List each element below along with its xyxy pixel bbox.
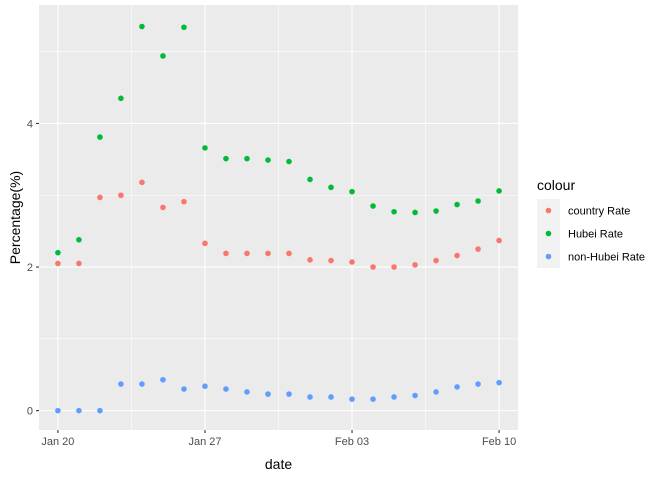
y-axis-ticks: 0 2 4 [27, 118, 39, 418]
y-axis-title: Percentage(%) [7, 171, 23, 264]
y-tick-label: 2 [27, 262, 33, 274]
data-point [265, 391, 271, 397]
data-point [76, 236, 82, 243]
data-point [454, 252, 460, 259]
legend-title: colour [537, 177, 575, 193]
data-point [160, 204, 166, 211]
legend-label: country Rate [568, 206, 630, 218]
data-point [97, 134, 103, 140]
data-point [55, 407, 61, 414]
legend-key-point [545, 207, 552, 214]
legend-key-point [545, 230, 552, 237]
x-tick-label: Jan 20 [41, 436, 74, 448]
y-tick-label: 4 [27, 118, 33, 130]
data-point [118, 381, 124, 387]
y-tick-label: 0 [27, 406, 33, 418]
data-point [328, 394, 334, 400]
data-point [76, 260, 82, 267]
data-point [370, 203, 376, 209]
data-point [454, 201, 460, 208]
data-point [328, 184, 334, 191]
data-point [307, 257, 313, 263]
data-point [202, 145, 208, 151]
data-point [433, 257, 439, 264]
data-point [412, 262, 418, 268]
data-point [370, 396, 376, 402]
data-points [55, 23, 502, 414]
legend-label: non-Hubei Rate [568, 252, 645, 264]
x-tick-label: Feb 10 [482, 436, 516, 448]
data-point [391, 394, 397, 400]
data-point [76, 407, 82, 414]
legend-label: Hubei Rate [568, 229, 623, 241]
data-point [244, 389, 250, 395]
data-point [160, 53, 166, 59]
data-point [328, 257, 334, 264]
data-point [223, 155, 229, 162]
data-point [496, 188, 502, 194]
data-point [496, 237, 502, 244]
data-point [265, 250, 271, 257]
data-point [160, 376, 166, 383]
data-point [55, 249, 61, 256]
x-axis-title: date [265, 456, 292, 472]
data-point [244, 155, 250, 162]
x-tick-label: Jan 27 [188, 436, 221, 448]
data-point [496, 379, 502, 386]
data-point [412, 209, 418, 216]
data-point [433, 389, 439, 395]
data-point [139, 23, 145, 30]
data-point [139, 179, 145, 186]
data-point [286, 250, 292, 257]
legend: colour country Rate Hubei Rate non-Hubei R… [537, 177, 645, 268]
data-point [202, 383, 208, 390]
data-point [97, 407, 103, 414]
data-point [391, 264, 397, 270]
data-point [454, 384, 460, 390]
data-point [265, 157, 271, 163]
data-point [349, 259, 355, 265]
data-point [97, 194, 103, 201]
data-point [181, 198, 187, 205]
data-point [391, 208, 397, 215]
legend-key-point [545, 253, 552, 260]
data-point [475, 381, 481, 387]
data-point [202, 240, 208, 247]
data-point [181, 24, 187, 31]
data-point [118, 95, 124, 102]
data-point [118, 192, 124, 199]
data-point [307, 394, 313, 400]
data-point [223, 386, 229, 392]
data-point [244, 250, 250, 257]
data-point [286, 391, 292, 397]
data-point [412, 392, 418, 399]
data-point [370, 264, 376, 270]
data-point [475, 246, 481, 252]
data-point [286, 158, 292, 165]
data-point [349, 188, 355, 195]
major-gridlines [39, 5, 518, 430]
data-point [139, 381, 145, 387]
data-point [433, 208, 439, 214]
data-point [181, 386, 187, 392]
x-axis-ticks: Jan 20 Jan 27 Feb 03 Feb 10 [41, 430, 516, 448]
data-point [475, 198, 481, 204]
data-point [349, 396, 355, 402]
data-point [55, 260, 61, 267]
x-tick-label: Feb 03 [335, 436, 369, 448]
data-point [223, 250, 229, 257]
data-point [307, 176, 313, 183]
